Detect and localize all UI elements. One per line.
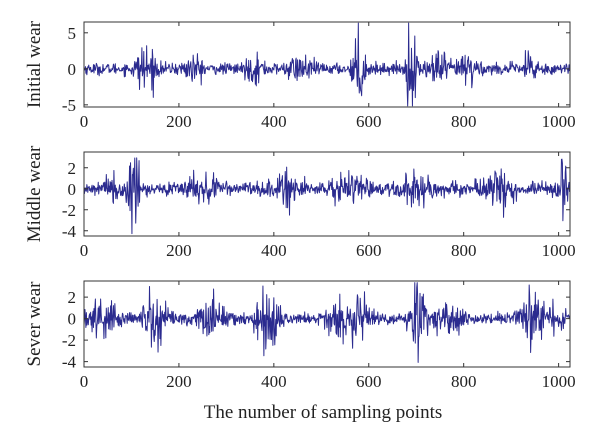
- sever-wear-xtick-label: 800: [451, 372, 477, 391]
- middle-wear-xtick-label: 0: [80, 241, 89, 260]
- sever-wear-ytick-label: 0: [68, 310, 77, 329]
- initial-wear-y-axis-title: Initial wear: [24, 20, 45, 108]
- sever-wear-ytick-label: -2: [62, 331, 76, 350]
- sever-wear-xtick-label: 1000: [542, 372, 576, 391]
- middle-wear-xtick-label: 800: [451, 241, 477, 260]
- sever-wear-plot-frame: [83, 280, 571, 368]
- middle-wear-ytick-label: 2: [68, 159, 77, 178]
- sever-wear-series-line: [83, 282, 571, 363]
- initial-wear-xtick-label: 400: [261, 112, 287, 131]
- initial-wear-plot-frame: [83, 21, 571, 108]
- middle-wear-plot-frame: [83, 151, 571, 237]
- middle-wear-series-line: [83, 157, 571, 235]
- sever-wear-panel: 0 200 400 600 800 1000 -4 -2 0 2 Sever wear: [24, 280, 576, 391]
- sever-wear-xtick-label: 600: [356, 372, 382, 391]
- sever-wear-ytick-label: 2: [68, 288, 77, 307]
- sever-wear-xtick-label: 400: [261, 372, 287, 391]
- middle-wear-ytick-label: -2: [62, 201, 76, 220]
- middle-wear-xtick-label: 1000: [542, 241, 576, 260]
- x-axis-title: The number of sampling points: [204, 402, 443, 423]
- middle-wear-ytick-label: 0: [68, 180, 77, 199]
- initial-wear-series-line: [83, 22, 571, 107]
- middle-wear-xtick-label: 600: [356, 241, 382, 260]
- sever-wear-y-axis-title: Sever wear: [24, 281, 45, 367]
- middle-wear-panel: 0 200 400 600 800 1000 -4 -2 0 2 Middle wear: [24, 145, 576, 260]
- sever-wear-xtick-label: 0: [80, 372, 89, 391]
- middle-wear-xtick-label: 200: [166, 241, 192, 260]
- initial-wear-ytick-label: 5: [68, 24, 77, 43]
- initial-wear-xtick-label: 0: [80, 112, 89, 131]
- initial-wear-xtick-label: 1000: [542, 112, 576, 131]
- sever-wear-xtick-label: 200: [166, 372, 192, 391]
- initial-wear-xtick-label: 200: [166, 112, 192, 131]
- initial-wear-xtick-label: 600: [356, 112, 382, 131]
- initial-wear-ytick-label: 0: [68, 60, 77, 79]
- initial-wear-xtick-label: 800: [451, 112, 477, 131]
- initial-wear-ytick-label: -5: [62, 96, 76, 115]
- middle-wear-xtick-label: 400: [261, 241, 287, 260]
- middle-wear-y-axis-title: Middle wear: [24, 145, 45, 242]
- middle-wear-ytick-label: -4: [62, 222, 77, 241]
- sever-wear-ytick-label: -4: [62, 353, 77, 372]
